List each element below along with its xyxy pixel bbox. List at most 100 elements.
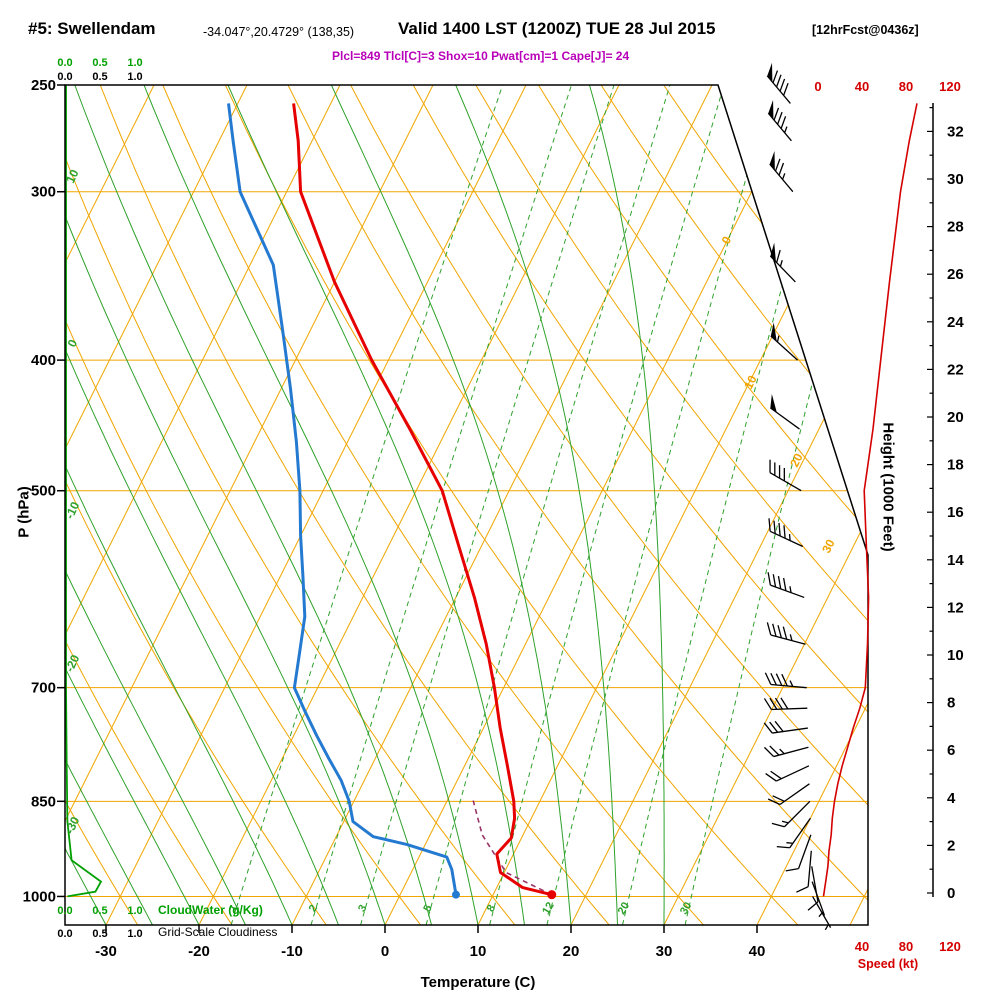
adiabat-label: -30 [62,814,82,836]
wind-barb-full [769,697,778,710]
wind-barb-staff [769,472,802,492]
wind-barb-full [773,520,776,534]
wind-barb-staff [789,817,811,849]
wind-barb-column [763,62,832,931]
height-tick-label: 24 [947,314,964,331]
sounding-parameters: Plcl=849 Tlcl[C]=3 Shox=10 Pwat[cm]=1 Ca… [332,49,630,63]
cloudwater-label: CloudWater (g/Kg) [158,903,263,917]
height-tick-label: 6 [947,742,955,759]
wind-barb-full [769,721,779,733]
grid-dry-adiabat [412,85,868,925]
grid-mixing-ratio [310,85,572,925]
wind-barb-half [779,748,785,755]
height-tick-label: 2 [947,837,955,854]
wind-barb-half [776,335,780,343]
wind-barb-half [779,260,783,267]
wind-barb-full [783,525,786,539]
grid-dry-adiabat [65,85,233,925]
wind-barb-half [789,634,793,641]
wind-barb-full [772,795,785,802]
wind-barb-full [769,745,780,756]
wind-barb-full [763,746,775,758]
wind-barb-staff [811,881,826,916]
temperature-axis-label: Temperature (C) [420,974,536,991]
cloudwater-scale-top: 1.0 [127,57,142,69]
forecast-tag: [12hrFcst@0436z] [812,23,919,37]
wind-barb-staff [769,407,800,430]
wind-barb-full [785,867,799,872]
grid-isotherm [65,85,248,925]
wind-barb-staff [772,727,808,734]
speed-tick-label-bottom: 120 [939,939,961,954]
temperature-tick-label: 20 [563,943,580,960]
grid-isotherm [384,85,806,925]
wind-barb-full [772,623,777,637]
wind-barb-full [781,673,788,687]
temperature-curve [292,103,553,897]
parcel-curve [472,800,553,896]
adiabat-label: 10 [63,167,81,185]
wind-barb-full [774,158,781,172]
mixratio-label: 5 [421,903,434,914]
speed-profile-curve [822,103,918,897]
height-tick-label: 30 [947,171,964,188]
wind-barb-staff [784,800,811,828]
grid-dry-adiabat [287,85,868,925]
mixratio-label: 2 [307,903,320,914]
wind-barb-full [774,720,784,732]
wind-barb-staff [770,634,806,645]
wind-barb-full [767,798,781,806]
pressure-tick-label: 300 [31,184,56,201]
wind-barb-full [783,82,789,96]
grid-mixing-ratio [546,85,774,925]
mixratio-label: 12 [540,900,557,917]
wind-barb-full [770,672,777,686]
wind-barb-full [778,162,785,176]
grid-dry-adiabat [65,85,139,925]
grid-moist-adiabat [227,85,525,925]
grid-moist-adiabat [330,85,572,925]
height-tick-label: 20 [947,409,964,426]
pressure-tick-label: 400 [31,352,56,369]
temperature-tick-label: -20 [188,943,210,960]
wind-barb-full [776,845,790,849]
speed-tick-label-top: 80 [899,79,913,94]
cloudwater-scale-bottom: 0.5 [92,905,107,917]
cloudiness-scale-bottom: 0.0 [57,928,72,940]
mixratio-label: 1 [227,903,240,914]
wind-barb-full [775,249,781,263]
wind-barb-half [824,923,830,931]
wind-barb-full [774,697,783,710]
grid-mixing-ratio [425,85,671,925]
wind-barb-full [778,522,781,537]
grid-dry-adiabat [99,85,610,925]
wind-barb-full [770,770,782,780]
wind-barb-half [786,842,793,844]
wind-barb-half [784,126,788,133]
cloudwater-curve [65,85,103,898]
wind-barb-full [796,886,809,893]
grid-isotherm [105,85,527,925]
wind-barb-full [777,575,782,590]
wind-barb-staff [776,765,810,782]
height-tick-label: 28 [947,219,964,236]
wind-barb-flag [767,62,773,82]
wind-barb-staff [767,112,792,142]
grid-dry-adiabat [600,85,868,925]
cloudwater-scale-top: 0.0 [57,57,72,69]
height-tick-label: 32 [947,123,964,140]
wind-barb-flag [770,242,776,262]
wind-barb-half [789,586,792,593]
surface-dewpoint-dot [451,890,460,899]
height-tick-label: 16 [947,504,964,521]
wind-barb-full [807,901,819,911]
wind-barb-flag [769,150,775,171]
wind-barb-staff [779,783,810,806]
wind-barb-full [775,74,782,88]
speed-tick-label-top: 0 [814,79,821,94]
cloudiness-scale-top: 0.5 [92,71,107,83]
grid-dry-adiabat [537,85,868,925]
station-coords: -34.047°,20.4729° (138,35) [203,25,355,39]
temperature-tick-label: 40 [749,943,766,960]
height-tick-label: 4 [947,790,956,807]
